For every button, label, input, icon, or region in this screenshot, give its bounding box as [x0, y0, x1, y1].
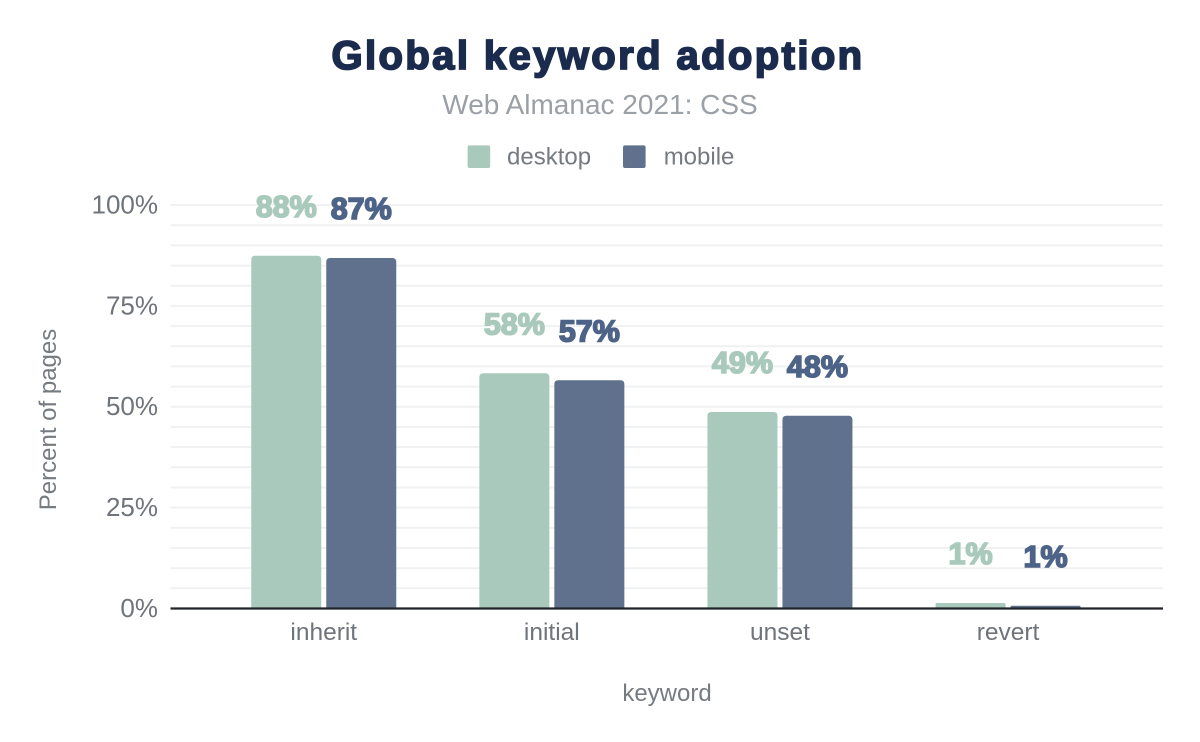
- svg-text:100%: 100%: [92, 189, 159, 219]
- svg-text:1%: 1%: [1024, 540, 1068, 574]
- svg-text:25%: 25%: [106, 492, 158, 522]
- svg-text:Web Almanac 2021: CSS: Web Almanac 2021: CSS: [442, 89, 757, 120]
- svg-text:mobile: mobile: [664, 144, 735, 171]
- svg-text:49%: 49%: [712, 346, 773, 380]
- svg-text:58%: 58%: [484, 307, 545, 341]
- svg-text:Global keyword adoption: Global keyword adoption: [331, 34, 864, 78]
- svg-text:48%: 48%: [787, 350, 848, 384]
- svg-text:unset: unset: [750, 619, 810, 646]
- svg-text:revert: revert: [977, 619, 1040, 646]
- svg-text:87%: 87%: [331, 192, 392, 226]
- svg-text:57%: 57%: [559, 314, 620, 348]
- svg-text:inherit: inherit: [290, 619, 357, 646]
- svg-text:0%: 0%: [120, 593, 158, 623]
- svg-text:Percent of pages: Percent of pages: [35, 329, 62, 510]
- svg-text:75%: 75%: [106, 290, 158, 320]
- svg-text:initial: initial: [524, 619, 580, 646]
- svg-text:1%: 1%: [949, 537, 993, 571]
- svg-text:50%: 50%: [106, 391, 158, 421]
- svg-text:desktop: desktop: [507, 144, 591, 171]
- svg-text:88%: 88%: [256, 190, 317, 224]
- svg-text:keyword: keyword: [622, 680, 711, 707]
